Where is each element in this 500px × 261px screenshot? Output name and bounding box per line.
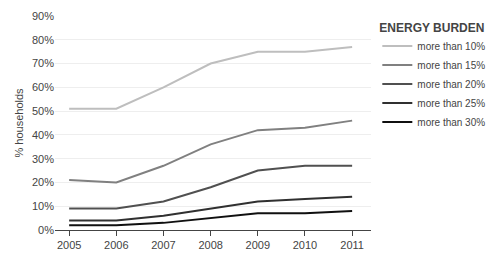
- svg-text:80%: 80%: [32, 34, 54, 46]
- svg-text:50%: 50%: [32, 105, 54, 117]
- svg-text:2008: 2008: [198, 239, 222, 251]
- svg-text:30%: 30%: [32, 153, 54, 165]
- svg-text:20%: 20%: [32, 176, 54, 188]
- svg-text:2009: 2009: [246, 239, 270, 251]
- svg-text:more than 15%: more than 15%: [417, 60, 485, 71]
- svg-text:more than 30%: more than 30%: [417, 117, 485, 128]
- svg-text:10%: 10%: [32, 200, 54, 212]
- svg-text:2010: 2010: [293, 239, 317, 251]
- svg-text:0%: 0%: [38, 224, 54, 236]
- svg-text:60%: 60%: [32, 81, 54, 93]
- svg-text:70%: 70%: [32, 57, 54, 69]
- svg-text:40%: 40%: [32, 129, 54, 141]
- svg-text:more than 20%: more than 20%: [417, 79, 485, 90]
- svg-text:2011: 2011: [340, 239, 364, 251]
- svg-text:2006: 2006: [104, 239, 128, 251]
- svg-text:ENERGY BURDEN: ENERGY BURDEN: [379, 21, 484, 35]
- svg-text:2005: 2005: [57, 239, 81, 251]
- svg-text:2007: 2007: [151, 239, 175, 251]
- svg-text:more than 10%: more than 10%: [417, 41, 485, 52]
- svg-text:more than 25%: more than 25%: [417, 98, 485, 109]
- svg-text:90%: 90%: [32, 10, 54, 22]
- svg-text:% households: % households: [13, 88, 25, 158]
